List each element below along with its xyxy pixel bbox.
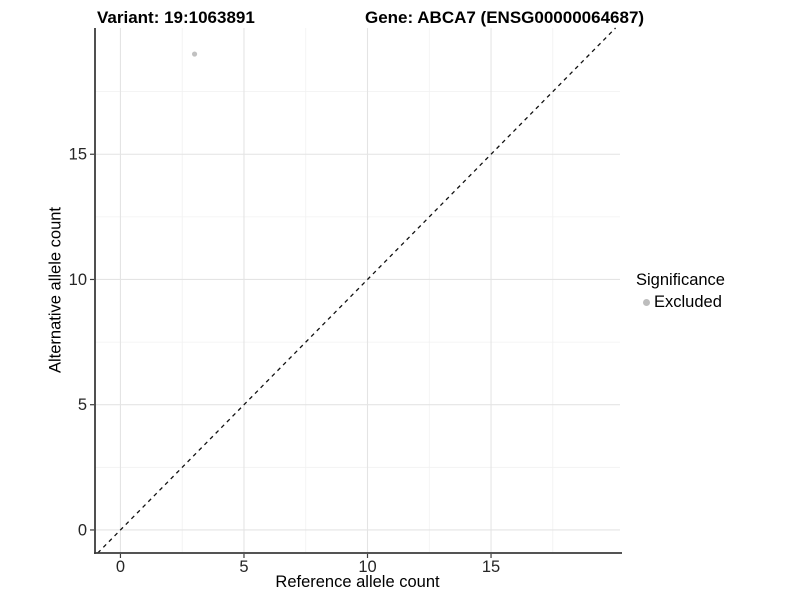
identity-line: [97, 27, 617, 554]
x-axis-title: Reference allele count: [275, 573, 440, 591]
y-tick-label: 5: [78, 396, 87, 414]
legend-item-label: Excluded: [654, 293, 722, 311]
legend-title: Significance: [636, 271, 725, 289]
data-point: [191, 51, 198, 57]
x-tick-label: 5: [239, 558, 248, 576]
legend-key-dot: [643, 299, 650, 306]
legend: Significance Excluded: [636, 271, 725, 312]
y-tick-label: 0: [78, 521, 87, 539]
y-tick-label: 10: [69, 271, 87, 289]
gene-title: Gene: ABCA7 (ENSG00000064687): [365, 8, 645, 27]
y-axis-title: Alternative allele count: [46, 206, 65, 374]
y-tick-label: 15: [69, 146, 87, 164]
variant-title: Variant: 19:1063891: [97, 8, 255, 27]
x-tick-label: 10: [358, 558, 376, 576]
legend-item-excluded: Excluded: [636, 293, 725, 312]
x-tick-label: 0: [116, 558, 125, 576]
x-tick-label: 15: [482, 558, 500, 576]
